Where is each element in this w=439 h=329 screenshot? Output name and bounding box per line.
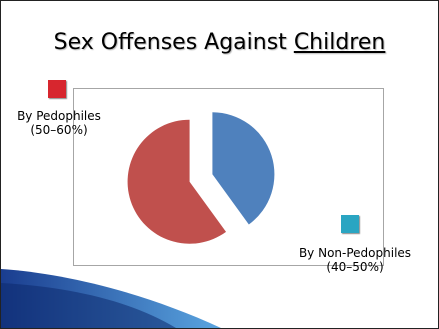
legend-label-non-pedophiles: By Non-Pedophiles (40–50%) (285, 246, 425, 274)
pie-slice-non-pedophiles (212, 112, 275, 225)
swoosh-shadow (1, 283, 176, 328)
legend-marker-pedophiles (48, 80, 66, 98)
legend-marker-non-pedophiles (341, 215, 359, 233)
title-text: Sex Offenses Against (53, 30, 294, 55)
title-underlined-word: Children (293, 30, 386, 55)
slide-title: Sex Offenses Against Children (1, 30, 438, 55)
legend-label-pedophiles: By Pedophiles (50–60%) (7, 109, 111, 137)
pie-slice-pedophiles (127, 119, 227, 244)
legend-name-pedophiles: By Pedophiles (17, 109, 101, 123)
legend-name-non-pedophiles: By Non-Pedophiles (298, 246, 412, 260)
legend-range-pedophiles: (50–60%) (30, 123, 88, 137)
chart-plot-area (73, 88, 384, 266)
legend-range-non-pedophiles: (40–50%) (326, 260, 384, 274)
